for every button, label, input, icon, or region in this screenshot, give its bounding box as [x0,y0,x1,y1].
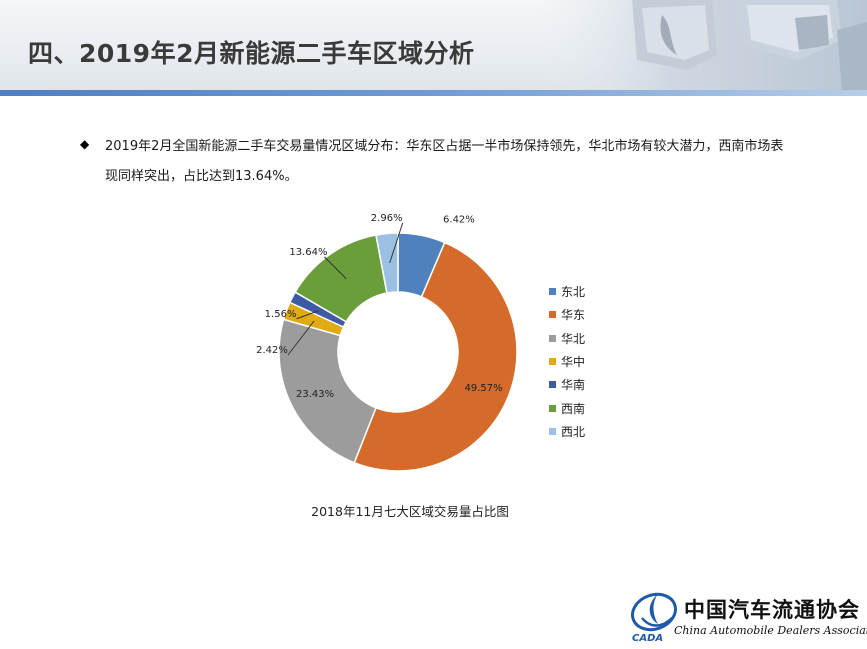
doughnut-slice-1 [353,241,518,472]
legend-item: 西北 [549,420,585,443]
legend-item: 华东 [549,303,585,326]
legend-label: 东北 [561,285,586,300]
leader-line-3 [287,320,315,356]
legend-label: 华北 [561,331,586,346]
slide-header: 四、2019年2月新能源二手车区域分析 [0,0,867,92]
legend-swatch [549,334,556,342]
legend-item: 华中 [549,350,585,373]
data-label-3: 2.42% [256,345,288,356]
bullet-diamond-icon: ◆ [80,137,90,151]
legend-item: 华南 [549,373,585,396]
cada-logo: CADA 中国汽车流通协会 China Automobile Dealers A… [628,588,867,644]
region-share-doughnut-chart: 6.42% 49.57% 23.43% 2.42% 1.56% 13.64% 2.96% [256,213,518,472]
cada-logo-mark-icon: CADA [631,592,677,644]
data-label-0: 6.42% [443,214,475,225]
leader-line-4 [296,310,319,320]
legend-label: 西北 [561,424,586,439]
legend-label: 西南 [561,401,586,416]
leader-line-6 [389,222,404,264]
chart-legend: 东北华东华北华中华南西南西北 [549,280,585,443]
legend-label: 华中 [561,355,586,370]
legend-item: 东北 [549,280,585,303]
doughnut-slice-6 [375,232,399,294]
legend-item: 华北 [549,327,585,350]
legend-swatch [549,311,556,319]
header-divider [0,90,867,96]
summary-paragraph: 2019年2月全国新能源二手车交易量情况区域分布：华东区占据一半市场保持领先，华… [105,139,784,184]
legend-label: 华东 [561,308,586,323]
leader-line-5 [324,256,347,280]
doughnut-slice-2 [278,318,377,464]
header-decoration-image [537,0,867,92]
logo-mark-text: CADA [632,633,663,644]
legend-swatch [549,358,556,366]
data-label-6: 2.96% [371,213,403,224]
data-label-5: 13.64% [289,247,327,258]
data-label-2: 23.43% [296,389,334,400]
page-title: 四、2019年2月新能源二手车区域分析 [28,39,475,68]
legend-item: 西南 [549,396,585,419]
legend-swatch [549,381,556,389]
legend-swatch [549,404,556,412]
chart-title: 2018年11月七大区域交易量占比图 [311,504,509,519]
logo-english-name: China Automobile Dealers Association [674,624,867,637]
data-label-1: 49.57% [464,383,502,394]
data-label-4: 1.56% [265,309,297,320]
legend-swatch [549,427,556,435]
legend-label: 华南 [561,378,586,393]
legend-swatch [549,288,556,296]
logo-chinese-name: 中国汽车流通协会 [684,597,860,622]
